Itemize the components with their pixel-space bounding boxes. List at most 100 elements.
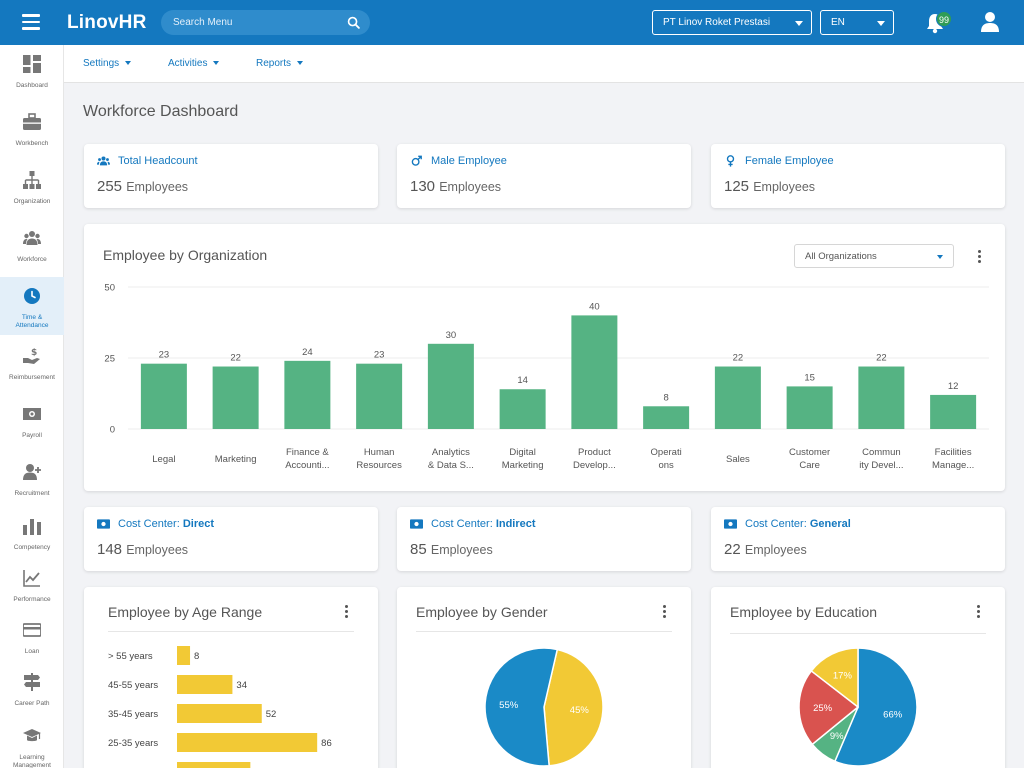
organization-filter-value: All Organizations <box>805 251 877 262</box>
cost-center-name: General <box>809 518 851 530</box>
more-options-icon[interactable] <box>978 250 982 264</box>
bar-value-label: 14 <box>517 375 528 386</box>
bar-value-label: 12 <box>948 381 959 392</box>
app-logo[interactable]: LinovHR <box>67 12 147 33</box>
org-chart-icon <box>23 171 41 189</box>
stat-number: 125 <box>724 178 750 195</box>
sidebar-item-recruitment[interactable]: Recruitment <box>0 453 64 509</box>
bar-value-label: 15 <box>804 372 815 383</box>
signpost-icon <box>24 673 40 691</box>
stat-number: 22 <box>724 541 741 558</box>
more-options-icon[interactable] <box>345 605 349 619</box>
pie-slice-label: 66% <box>883 710 903 721</box>
stat-number: 255 <box>97 178 123 195</box>
stat-card-total-headcount: Total Headcount 255 Employees <box>84 144 378 208</box>
bar-value-label: 8 <box>663 392 668 403</box>
age-range-card: Employee by Age Range > 55 years 8 45-55 y… <box>84 587 378 768</box>
sidebar-item-career-path[interactable]: Career Path <box>0 663 64 719</box>
search-input[interactable] <box>173 10 343 35</box>
activities-menu[interactable]: Activities <box>168 58 220 69</box>
bar-chart-icon <box>23 519 41 535</box>
bar-value-label: 23 <box>374 350 385 361</box>
sidebar-item-label: Performance <box>13 596 51 603</box>
bar <box>643 406 690 429</box>
money-icon <box>23 408 41 420</box>
stat-value: 148 Employees <box>97 541 188 558</box>
y-tick-label: 0 <box>110 425 115 436</box>
sidebar-item-label: Competency <box>13 544 51 551</box>
organization-filter[interactable]: All Organizations <box>794 244 954 268</box>
sidebar-item-lms[interactable]: Learning Management System <box>0 717 64 768</box>
stat-label: Total Headcount <box>118 155 198 167</box>
x-tick-label: Sales <box>726 454 750 465</box>
x-tick-label: Manage... <box>932 460 974 471</box>
education-pie-chart: 66% 9% 25% 17% <box>798 647 918 767</box>
reports-menu[interactable]: Reports <box>256 58 304 69</box>
stat-unit: Employees <box>744 543 807 557</box>
divider <box>108 631 354 632</box>
language-select[interactable]: EN <box>820 10 894 35</box>
pie-slice-label: 25% <box>813 703 833 714</box>
sidebar-item-label: Recruitment <box>14 490 50 497</box>
pie-slice-label: 9% <box>830 731 844 742</box>
org-chart-card: Employee by Organization All Organizatio… <box>84 224 1005 491</box>
bar <box>356 363 403 429</box>
stat-value: 22 Employees <box>724 541 807 558</box>
x-tick-label: Accounti... <box>285 460 329 471</box>
more-options-icon[interactable] <box>977 605 981 619</box>
pie-slice <box>484 647 559 767</box>
stat-unit: Employees <box>126 180 189 194</box>
stat-label: Male Employee <box>431 155 507 167</box>
sidebar-item-performance[interactable]: Performance <box>0 559 64 615</box>
menu-icon[interactable] <box>22 14 40 30</box>
bar <box>177 704 262 723</box>
stat-unit: Employees <box>439 180 502 194</box>
bar-value-label: 40 <box>589 301 600 312</box>
sidebar-item-organization[interactable]: Organization <box>0 161 64 217</box>
cost-center-name: Indirect <box>495 518 536 530</box>
stat-value: 130 Employees <box>410 178 501 195</box>
bar <box>212 366 259 429</box>
bar-value-label: 8 <box>194 651 199 662</box>
search-icon[interactable] <box>347 16 360 29</box>
y-tick-label: 25 <box>104 354 115 365</box>
sidebar-item-reimbursement[interactable]: $ Reimbursement <box>0 337 64 393</box>
sidebar-item-payroll[interactable]: Payroll <box>0 395 64 451</box>
search-box[interactable] <box>161 10 370 35</box>
bar-value-label: 24 <box>302 347 313 358</box>
cost-center-prefix: Cost Center: <box>431 518 493 530</box>
company-select-value: PT Linov Roket Prestasi <box>663 17 771 28</box>
x-tick-label: Digital <box>509 447 535 458</box>
bar <box>930 394 977 429</box>
bar-value-label: 22 <box>876 353 887 364</box>
more-options-icon[interactable] <box>663 605 667 619</box>
svg-text:$: $ <box>31 348 37 358</box>
x-tick-label: Operati <box>651 447 682 458</box>
company-select[interactable]: PT Linov Roket Prestasi <box>652 10 812 35</box>
sidebar-item-loan[interactable]: Loan <box>0 611 64 667</box>
sidebar-item-label: Reimbursement <box>9 374 55 381</box>
stat-label: Female Employee <box>745 155 834 167</box>
stat-unit: Employees <box>753 180 816 194</box>
card-title: Employee by Gender <box>416 604 548 620</box>
x-tick-label: Customer <box>789 447 830 458</box>
sidebar-item-competency[interactable]: Competency <box>0 507 64 563</box>
pie-slice <box>833 647 918 767</box>
sidebar-item-workforce[interactable]: Workforce <box>0 219 64 275</box>
pie-slice-label: 45% <box>570 705 590 716</box>
x-tick-label: & Data S... <box>428 460 474 471</box>
sidebar-item-time-attendance[interactable]: Time & Attendance <box>0 277 64 335</box>
user-icon[interactable] <box>980 11 1000 33</box>
age-bar-chart: > 55 years 8 45-55 years 34 35-45 years 52 25-… <box>108 646 332 768</box>
x-tick-label: Develop... <box>573 460 616 471</box>
x-tick-label: Marketing <box>215 454 257 465</box>
card-title: Employee by Organization <box>103 247 268 263</box>
sidebar-item-workbench[interactable]: Workbench <box>0 103 64 159</box>
add-user-icon <box>23 464 41 480</box>
sidebar-item-dashboard[interactable]: Dashboard <box>0 45 64 101</box>
settings-menu[interactable]: Settings <box>83 58 132 69</box>
gender-card: Employee by Gender 45% 55% <box>397 587 691 768</box>
sidebar: Dashboard Workbench Organization Workfor… <box>0 45 64 768</box>
gender-pie-chart: 45% 55% <box>484 647 604 767</box>
sub-navigation: Settings Activities Reports <box>64 45 1024 83</box>
